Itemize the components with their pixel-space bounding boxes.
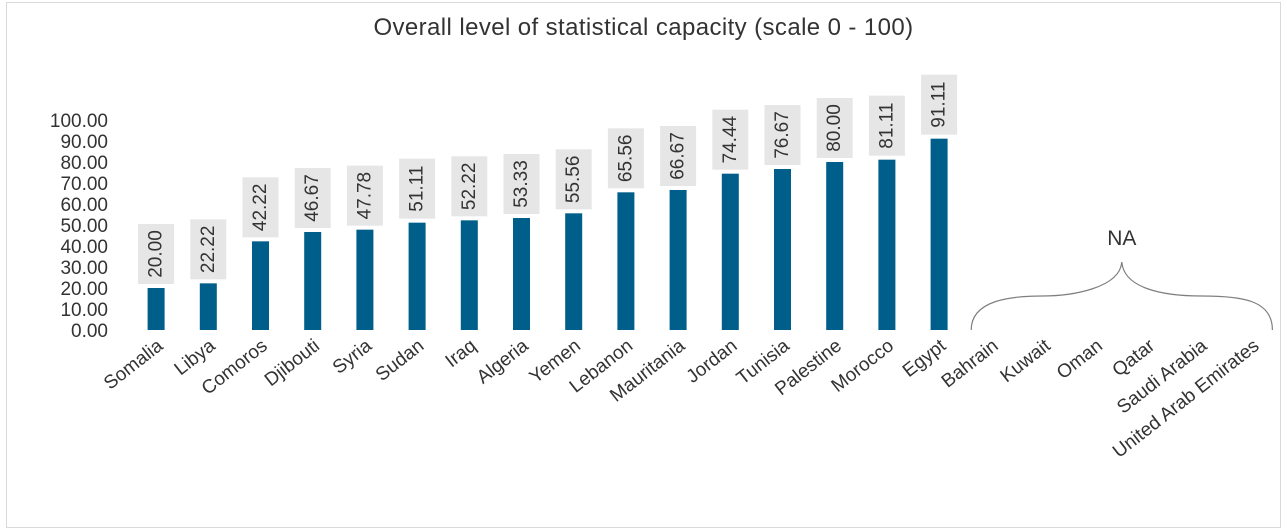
na-label: NA [1107,227,1136,250]
bar [252,241,269,330]
bar [304,231,322,330]
data-label: 52.22 [459,163,480,211]
data-label-box [607,128,644,189]
data-label: 47.78 [354,172,375,220]
data-label-box [868,95,905,156]
data-label-box [816,98,853,158]
data-label-box [660,125,697,186]
y-tick-label: 20.00 [60,279,108,300]
y-axis: 0.0010.0020.0030.0040.0050.0060.0070.008… [50,111,108,342]
bar [147,288,165,330]
x-tick-label: Algeria [473,335,533,388]
y-tick-label: 30.00 [60,258,108,279]
data-label-box [399,158,436,219]
bar [460,220,478,330]
data-label: 55.56 [563,156,584,204]
y-tick-label: 80.00 [60,153,108,174]
na-annotation: NA [970,227,1273,331]
x-tick-label: Sudan [372,335,428,385]
bar [408,222,426,330]
data-label: 51.11 [407,166,428,212]
bar [774,168,791,330]
value-labels: 20.00 22.22 42.22 46.67 47.78 51.11 52.22 53.33… [138,74,958,284]
data-label-box [921,74,958,135]
data-label-box [764,104,801,165]
data-label: 20.00 [146,230,167,278]
y-tick-label: 40.00 [60,237,108,258]
bar [878,159,896,330]
y-tick-label: 50.00 [60,216,108,237]
data-label: 42.22 [250,184,271,232]
data-label-box [503,154,540,215]
bar [721,173,739,330]
bars [147,138,948,330]
y-tick-label: 90.00 [60,132,108,153]
data-label-box [242,177,279,238]
na-brace [970,261,1273,331]
y-tick-label: 0.00 [71,321,108,342]
data-label: 46.67 [302,174,323,222]
bar [513,218,530,330]
data-label: 81.11 [876,103,897,149]
bar [199,283,217,330]
data-label-box [555,149,592,210]
data-label-box [138,224,175,284]
bar [565,213,583,330]
data-label: 66.67 [668,132,689,180]
bar [826,162,844,330]
chart-title: Overall level of statistical capacity (s… [373,14,914,41]
y-tick-label: 10.00 [60,300,108,321]
data-label-box [451,156,488,217]
data-label: 22.22 [198,226,219,274]
data-label: 91.11 [929,82,950,128]
bar [356,229,374,330]
x-tick-label: Djibouti [261,335,324,391]
data-label-box [190,219,227,280]
x-tick-label: Iraq [442,335,481,372]
y-tick-label: 70.00 [60,174,108,195]
data-label: 53.33 [511,160,532,208]
data-label-box [346,165,383,226]
data-label-box [294,167,331,228]
bar [669,189,687,330]
data-label: 76.67 [772,111,793,159]
x-tick-label: Kuwait [997,335,1055,387]
bar [617,192,635,330]
x-tick-label: Bahrain [938,335,1003,392]
y-tick-label: 100.00 [50,111,108,132]
data-label-box [712,109,749,170]
data-label: 80.00 [824,104,845,152]
x-tick-label: Somalia [100,335,167,394]
x-tick-label: Syria [329,335,376,378]
y-tick-label: 60.00 [60,195,108,216]
bar [930,138,948,330]
x-tick-label: Oman [1053,335,1107,383]
data-label: 65.56 [615,135,636,183]
x-tick-label: Jordan [683,335,742,387]
data-label: 74.44 [720,115,741,163]
